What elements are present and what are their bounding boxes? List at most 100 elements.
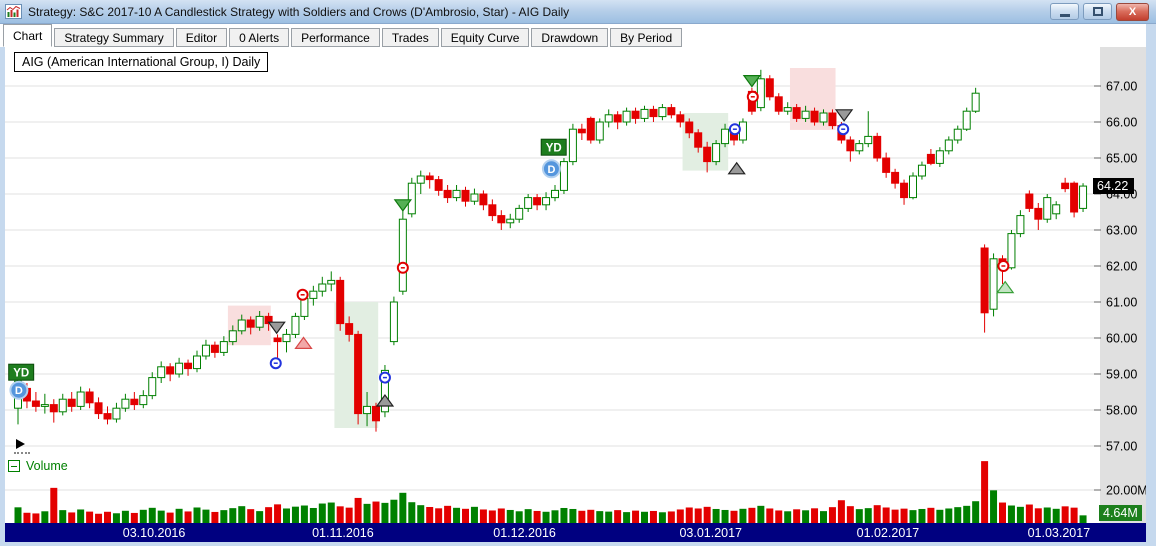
volume-bar xyxy=(864,508,872,523)
candle-body xyxy=(452,189,461,199)
volume-bar xyxy=(873,505,881,523)
candle-body xyxy=(864,135,873,145)
tab-strategy-summary[interactable]: Strategy Summary xyxy=(54,28,174,47)
candle-body xyxy=(1043,197,1052,220)
triangle-down-gray-icon xyxy=(267,321,286,335)
volume-bar xyxy=(999,502,1006,523)
volume-bar xyxy=(1016,506,1024,523)
candle-body xyxy=(756,78,765,109)
volume-bar xyxy=(793,509,801,523)
volume-bar xyxy=(497,508,505,523)
window-border-left xyxy=(0,47,5,546)
volume-pane-label: Volume xyxy=(26,459,68,473)
volume-bar xyxy=(390,499,398,523)
volume-bar xyxy=(641,511,648,523)
candle-body xyxy=(255,315,264,328)
candle-body xyxy=(1070,182,1079,213)
volume-bar xyxy=(506,509,514,523)
candle-body xyxy=(667,107,676,116)
volume-bar xyxy=(247,509,255,523)
title-bar[interactable]: Strategy: S&C 2017-10 A Candlestick Stra… xyxy=(0,0,1156,24)
volume-bar xyxy=(408,502,416,523)
volume-bar xyxy=(211,511,219,523)
candle-body xyxy=(712,143,721,163)
tab-editor[interactable]: Editor xyxy=(175,28,228,47)
candle-body xyxy=(891,171,900,184)
volume-bar xyxy=(730,510,738,523)
candle-body xyxy=(470,193,479,202)
volume-bar xyxy=(1034,508,1042,523)
collapse-pane-icon[interactable] xyxy=(8,460,20,472)
volume-bar xyxy=(963,505,971,523)
volume-pane-header: Volume xyxy=(8,459,68,473)
candle-body xyxy=(1007,233,1016,269)
candle-body xyxy=(909,175,917,199)
candle-body xyxy=(85,391,94,404)
candle-body xyxy=(237,319,246,332)
volume-bar xyxy=(121,510,129,523)
volume-bar xyxy=(318,503,326,523)
volume-bar xyxy=(399,492,407,523)
volume-bar xyxy=(453,507,461,523)
volume-bar xyxy=(488,510,496,523)
candle-body xyxy=(926,153,935,164)
tab-by-period[interactable]: By Period xyxy=(610,28,683,47)
tab-trades[interactable]: Trades xyxy=(381,28,439,47)
candle-body xyxy=(497,215,506,224)
volume-bar xyxy=(855,509,863,523)
volume-bar xyxy=(462,508,469,523)
window-border-bottom xyxy=(0,542,1156,546)
candle-body xyxy=(461,189,470,202)
candle-body xyxy=(506,218,515,224)
candle-body xyxy=(649,108,658,118)
tab-0-alerts[interactable]: 0 Alerts xyxy=(229,28,290,47)
d-badge-label: D xyxy=(547,164,555,176)
volume-bar xyxy=(1043,507,1051,523)
volume-bar xyxy=(166,512,174,523)
candle-body xyxy=(416,175,425,184)
tab-performance[interactable]: Performance xyxy=(291,28,380,47)
tab-equity-curve[interactable]: Equity Curve xyxy=(440,28,530,47)
volume-bar xyxy=(291,506,299,523)
candle-body xyxy=(121,398,130,409)
volume-bar xyxy=(900,508,908,523)
price-tick-label: 67.00 xyxy=(1106,80,1137,94)
candle-body xyxy=(184,362,193,370)
candle-body xyxy=(524,197,533,209)
yd-badge-label: YD xyxy=(13,368,29,380)
candle-body xyxy=(640,108,649,119)
close-button[interactable]: X xyxy=(1116,3,1149,21)
candle-body xyxy=(76,391,85,407)
window-title: Strategy: S&C 2017-10 A Candlestick Stra… xyxy=(28,4,570,19)
candlestick-chart: 67.00 66.00 65.00 64.00 63.00 62.00 61.00 60.00… xyxy=(0,47,1156,546)
volume-bar xyxy=(202,509,210,523)
volume-bar xyxy=(846,506,854,523)
candle-body xyxy=(631,110,640,119)
candle-body xyxy=(210,344,219,353)
volume-bar xyxy=(972,501,980,523)
expand-pane-button[interactable] xyxy=(14,438,30,454)
volume-bar xyxy=(918,508,926,523)
volume-bar xyxy=(945,508,953,523)
price-tick-label: 65.00 xyxy=(1106,152,1137,166)
minimize-button[interactable] xyxy=(1050,3,1079,20)
volume-bar xyxy=(882,507,890,523)
tab-chart[interactable]: Chart xyxy=(3,24,53,47)
date-axis-bar xyxy=(5,523,1146,542)
candle-body xyxy=(971,92,980,112)
volume-bar xyxy=(721,509,729,523)
yd-badge xyxy=(540,138,567,156)
d-badge xyxy=(9,380,29,400)
candle-body xyxy=(676,114,685,123)
volume-bar xyxy=(551,510,559,523)
triangle-up-light-green-icon xyxy=(996,280,1015,294)
candle-body xyxy=(989,258,998,310)
price-tick-label: 60.00 xyxy=(1106,332,1137,346)
maximize-button[interactable] xyxy=(1083,3,1112,20)
volume-bar xyxy=(435,508,443,523)
candle-body xyxy=(327,279,336,285)
tab-drawdown[interactable]: Drawdown xyxy=(531,28,609,47)
candle-body xyxy=(980,247,989,314)
candle-body xyxy=(425,175,434,181)
